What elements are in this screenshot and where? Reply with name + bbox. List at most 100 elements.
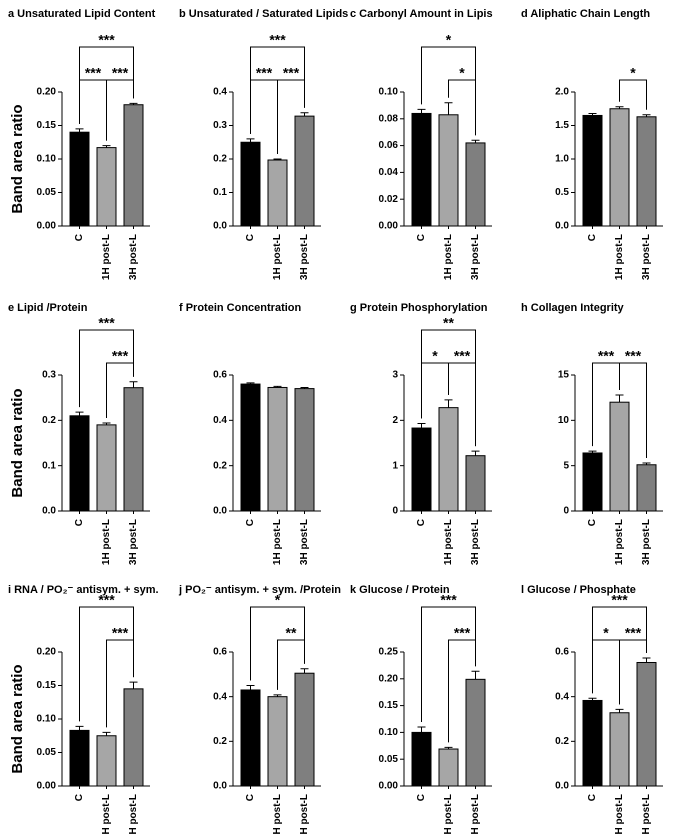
x-tick-label: C (245, 794, 256, 801)
significance-bracket (592, 639, 620, 705)
bar (582, 114, 603, 227)
y-tick-label: 15 (558, 370, 570, 381)
bar (69, 131, 90, 227)
error-bar (642, 657, 651, 663)
error-bar (471, 450, 480, 456)
panel-title: b Unsaturated / Saturated Lipids (179, 8, 348, 20)
y-tick-label: 0.25 (379, 647, 399, 658)
x-tick-label: 3H post-L (641, 794, 652, 834)
significance-label: ** (286, 625, 297, 641)
y-tick-label: 0.4 (213, 87, 227, 98)
bar (465, 678, 486, 787)
x-tick-label: 3H post-L (470, 794, 481, 834)
x-tick-label: C (587, 794, 598, 801)
significance-label: *** (625, 348, 642, 364)
error-bar (588, 697, 597, 701)
x-tick-label: 3H post-L (299, 519, 310, 565)
error-bar (588, 112, 597, 116)
error-bar (471, 139, 480, 143)
x-tick-label: 3H post-L (470, 234, 481, 280)
x-tick-label: C (416, 234, 427, 241)
y-axis-label: Band area ratio (9, 104, 26, 213)
significance-label: ** (443, 315, 454, 331)
significance-label: * (459, 65, 465, 81)
y-tick-label: 0.0 (555, 781, 569, 792)
significance-bracket (79, 329, 134, 408)
significance-label: *** (598, 348, 615, 364)
significance-label: *** (454, 348, 471, 364)
bar (609, 712, 630, 787)
significance-label: * (432, 348, 438, 364)
x-tick-label: 1H post-L (101, 794, 112, 834)
significance-bracket (79, 606, 134, 722)
significance-label: *** (98, 592, 115, 608)
error-bar (615, 708, 624, 713)
significance-bracket (619, 362, 647, 458)
y-tick-label: 0.20 (37, 87, 57, 98)
error-bar (588, 450, 597, 453)
bar (582, 699, 603, 787)
bar (69, 729, 90, 787)
y-tick-label: 2 (392, 415, 398, 426)
y-tick-label: 0.0 (42, 506, 56, 517)
x-tick-label: 3H post-L (299, 234, 310, 280)
bar (465, 142, 486, 227)
y-tick-label: 1.5 (555, 120, 569, 131)
y-tick-label: 0.10 (37, 154, 57, 165)
y-tick-label: 0.0 (213, 506, 227, 517)
significance-label: *** (98, 32, 115, 48)
x-tick-label: 3H post-L (641, 234, 652, 280)
y-tick-label: 0.4 (213, 691, 227, 702)
bar (96, 735, 117, 787)
significance-label: *** (112, 348, 129, 364)
error-bar (246, 685, 255, 690)
bar (411, 112, 432, 227)
bar (438, 748, 459, 787)
panel-title: g Protein Phosphorylation (350, 302, 488, 314)
y-tick-label: 5 (563, 460, 569, 471)
error-bar (129, 102, 138, 105)
panel-title: l Glucose / Phosphate (521, 584, 636, 596)
significance-bracket (421, 606, 476, 723)
error-bar (417, 726, 426, 733)
x-tick-label: 3H post-L (641, 519, 652, 565)
significance-bracket (79, 46, 134, 124)
error-bar (246, 138, 255, 143)
y-tick-label: 0.6 (213, 647, 227, 658)
error-bar (444, 399, 453, 408)
x-tick-label: 1H post-L (101, 519, 112, 565)
y-axis-label: Band area ratio (9, 664, 26, 773)
y-tick-label: 0.00 (37, 781, 57, 792)
bar (123, 104, 144, 227)
error-bar (129, 381, 138, 388)
significance-label: *** (454, 625, 471, 641)
panel-title: c Carbonyl Amount in Lipis (350, 8, 493, 20)
significance-label: *** (112, 65, 129, 81)
bar (267, 159, 288, 227)
x-tick-label: 3H post-L (128, 794, 139, 834)
error-bar (300, 386, 309, 389)
error-bar (642, 114, 651, 117)
bar (411, 427, 432, 512)
y-tick-label: 0.20 (37, 647, 57, 658)
y-tick-label: 0.00 (37, 221, 57, 232)
significance-bracket (250, 46, 305, 134)
x-tick-label: C (245, 234, 256, 241)
y-tick-label: 0.05 (379, 754, 399, 765)
y-tick-label: 0.04 (379, 167, 399, 178)
y-tick-label: 0.5 (555, 187, 569, 198)
panel-title: h Collagen Integrity (521, 302, 625, 314)
bar (438, 407, 459, 512)
bar (69, 415, 90, 512)
y-tick-label: 0.00 (379, 221, 399, 232)
significance-label: *** (256, 65, 273, 81)
significance-bracket (421, 329, 476, 447)
panel-title: k Glucose / Protein (350, 584, 450, 596)
bar (609, 401, 630, 512)
y-tick-label: 0.15 (379, 700, 399, 711)
error-bar (102, 731, 111, 736)
y-tick-label: 0.02 (379, 194, 399, 205)
x-tick-label: 1H post-L (443, 519, 454, 565)
y-tick-label: 0.2 (213, 460, 227, 471)
y-tick-label: 0.2 (213, 736, 227, 747)
